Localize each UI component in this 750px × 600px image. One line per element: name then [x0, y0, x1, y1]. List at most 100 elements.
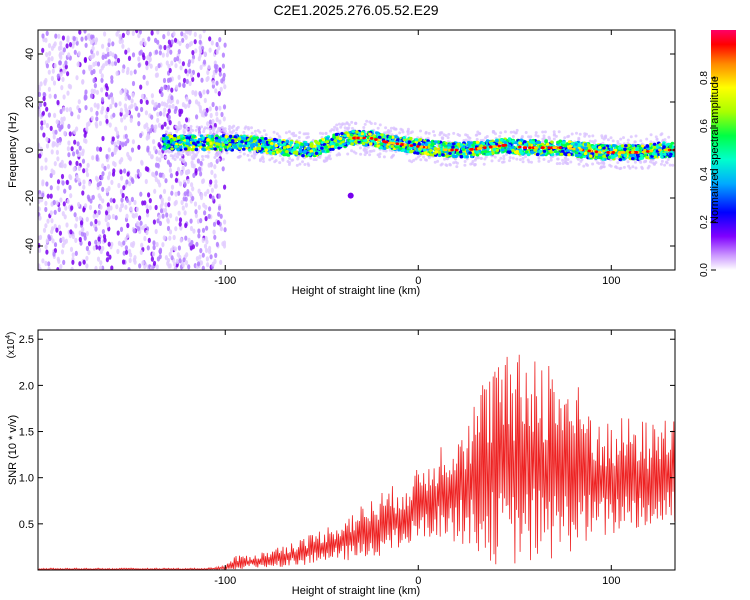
trace-halo — [166, 126, 170, 130]
noise-speck — [78, 215, 82, 221]
trace-pixel — [338, 137, 343, 141]
trace-halo — [218, 127, 222, 130]
trace-pixel — [638, 146, 643, 150]
trace-halo — [521, 160, 525, 164]
trace-pixel — [190, 148, 195, 152]
trace-peak — [649, 149, 654, 153]
noise-speck — [44, 244, 48, 250]
trace-pixel — [391, 135, 395, 139]
noise-speck — [109, 92, 114, 98]
trace-pixel — [170, 139, 174, 143]
noise-speck — [217, 205, 222, 211]
noise-speck — [73, 139, 77, 145]
noise-speck — [46, 218, 50, 224]
noise-speck — [139, 191, 143, 197]
noise-speck — [72, 166, 76, 172]
noise-speck — [89, 198, 93, 204]
noise-speck — [184, 235, 188, 241]
trace-halo — [176, 125, 180, 129]
trace-peak — [664, 148, 669, 152]
noise-speck — [152, 260, 157, 266]
trace-halo — [440, 162, 444, 166]
trace-halo — [509, 130, 513, 134]
noise-speck — [42, 119, 47, 125]
noise-speck — [68, 184, 72, 191]
trace-halo — [262, 129, 266, 133]
noise-speck — [97, 236, 101, 242]
trace-pixel — [437, 150, 442, 154]
noise-speck — [127, 47, 131, 53]
noise-speck — [59, 197, 63, 203]
noise-speck — [115, 130, 120, 136]
noise-speck — [107, 226, 111, 232]
noise-speck — [121, 142, 125, 148]
trace-pixel — [456, 142, 461, 146]
trace-halo — [518, 158, 522, 162]
trace-halo — [242, 130, 246, 134]
noise-speck — [81, 79, 85, 85]
trace-halo — [536, 134, 540, 138]
trace-halo — [527, 135, 531, 139]
noise-speck — [99, 260, 103, 266]
noise-speck — [110, 75, 114, 81]
noise-speck — [153, 125, 157, 131]
trace-pixel — [273, 137, 277, 142]
trace-halo — [292, 134, 296, 138]
noise-speck — [199, 160, 203, 166]
trace-pixel — [424, 143, 429, 147]
noise-speck — [39, 81, 43, 87]
noise-speck — [185, 117, 189, 123]
noise-speck — [167, 196, 171, 202]
noise-speck — [139, 84, 143, 90]
trace-pixel — [524, 150, 529, 154]
trace-pixel — [242, 144, 246, 148]
trace-pixel — [549, 150, 553, 154]
noise-speck — [52, 80, 57, 86]
noise-speck — [47, 69, 51, 75]
trace-halo — [189, 131, 193, 135]
noise-speck — [217, 193, 221, 199]
trace-pixel — [221, 134, 226, 138]
noise-speck — [179, 65, 183, 71]
noise-speck — [130, 147, 135, 153]
trace-halo — [358, 146, 362, 150]
noise-speck — [45, 238, 49, 244]
noise-speck — [154, 170, 159, 176]
trace-pixel — [260, 147, 264, 151]
noise-speck — [163, 107, 167, 113]
trace-pixel — [566, 148, 570, 152]
trace-pixel — [439, 147, 444, 152]
trace-pixel — [623, 147, 627, 151]
noise-speck — [199, 194, 204, 201]
trace-halo — [524, 155, 528, 159]
noise-speck — [153, 145, 157, 151]
trace-halo — [194, 154, 198, 158]
noise-speck — [177, 74, 181, 80]
trace-pixel — [176, 148, 180, 152]
trace-pixel — [429, 153, 433, 157]
trace-halo — [341, 122, 345, 126]
noise-speck — [182, 77, 187, 84]
trace-halo — [498, 134, 502, 138]
noise-speck — [48, 236, 52, 242]
noise-speck — [99, 204, 103, 210]
trace-halo — [297, 136, 301, 139]
trace-halo — [414, 157, 418, 161]
noise-speck — [206, 262, 210, 268]
trace-pixel — [424, 151, 428, 155]
noise-speck — [137, 33, 141, 39]
noise-speck — [194, 90, 198, 96]
noise-speck — [145, 99, 149, 105]
noise-speck — [68, 233, 72, 239]
noise-speck — [168, 235, 172, 241]
trace-halo — [278, 154, 282, 158]
noise-speck — [154, 49, 159, 55]
trace-halo — [542, 134, 546, 138]
noise-speck — [133, 102, 137, 108]
noise-speck — [60, 124, 64, 130]
trace-pixel — [544, 140, 548, 144]
noise-speck — [174, 199, 178, 205]
noise-speck — [81, 158, 86, 164]
noise-speck — [189, 40, 194, 46]
trace-halo — [296, 155, 300, 159]
